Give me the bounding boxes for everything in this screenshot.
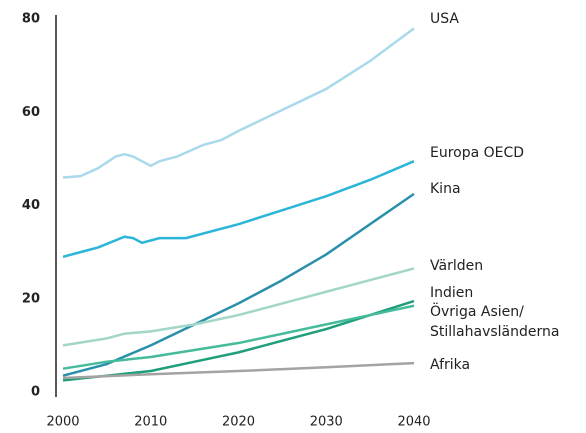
x-tick-label: 2000: [46, 415, 79, 430]
y-tick-label: 0: [31, 385, 40, 400]
line: [62, 27, 415, 179]
line: [62, 192, 415, 377]
series-label: USA: [430, 11, 459, 27]
series-label: Indien: [430, 285, 474, 301]
line: [62, 361, 415, 380]
series-label: Övriga Asien/ Stillahavsländerna: [430, 304, 560, 340]
y-tick-label: 20: [22, 291, 40, 306]
series-label: Afrika: [430, 357, 471, 373]
x-tick-label: 2040: [397, 415, 430, 430]
line: [62, 160, 415, 258]
y-tick-label: 80: [22, 12, 40, 27]
series-label: Kina: [430, 181, 461, 197]
y-tick-label: 60: [22, 105, 40, 120]
line: [62, 267, 415, 347]
y-tick-label: 40: [22, 198, 40, 213]
series-label: Europa OECD: [430, 145, 525, 161]
x-tick-label: 2020: [222, 415, 255, 430]
line: [62, 304, 415, 370]
x-tick-label: 2030: [310, 415, 343, 430]
x-tick-label: 2010: [134, 415, 167, 430]
series-label: Världen: [430, 258, 484, 274]
line: [62, 299, 415, 382]
